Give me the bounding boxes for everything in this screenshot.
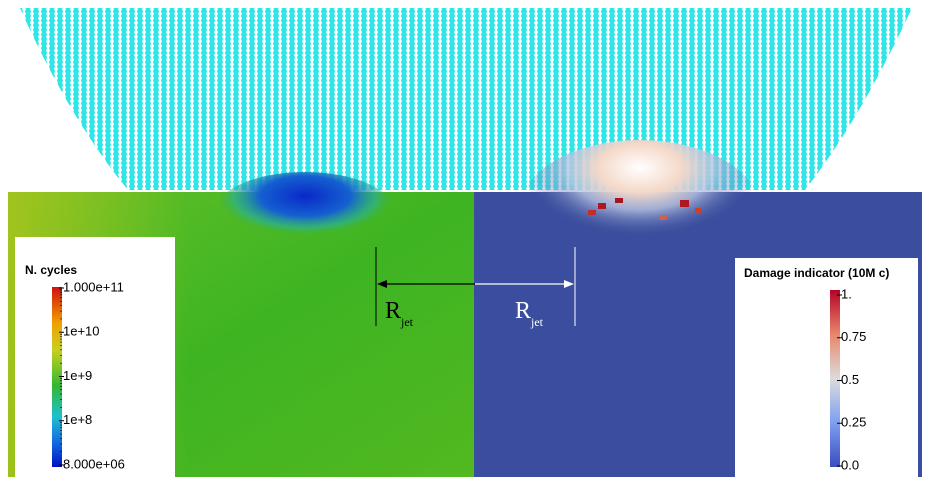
legend-tick-label: 1e+9 xyxy=(63,368,92,383)
legend-tick-label: 0.75 xyxy=(841,329,866,344)
damage-legend: Damage indicator (10M c) xyxy=(735,258,918,477)
legend-tick-label: 1.000e+11 xyxy=(63,279,124,294)
legend-tick-label: 1. xyxy=(841,286,852,301)
legend-tick-label: 0.5 xyxy=(841,372,859,387)
cycles-blob xyxy=(215,172,395,252)
legend-tick-label: 8.000e+06 xyxy=(63,456,125,471)
damage-blob xyxy=(520,140,760,280)
legend-title: Damage indicator (10M c) xyxy=(744,266,889,280)
particles xyxy=(20,8,912,190)
legend-tick-label: 0.25 xyxy=(841,415,866,430)
cycles-legend: N. cycles xyxy=(15,237,175,477)
legend-title: N. cycles xyxy=(25,263,77,277)
visualization: Rjet Rjet N. cycles Damage indicator (10… xyxy=(0,0,932,482)
legend-tick-label: 1e+10 xyxy=(63,324,100,339)
legend-tick-label: 0.0 xyxy=(841,457,859,472)
legend-tick-label: 1e+8 xyxy=(63,412,92,427)
